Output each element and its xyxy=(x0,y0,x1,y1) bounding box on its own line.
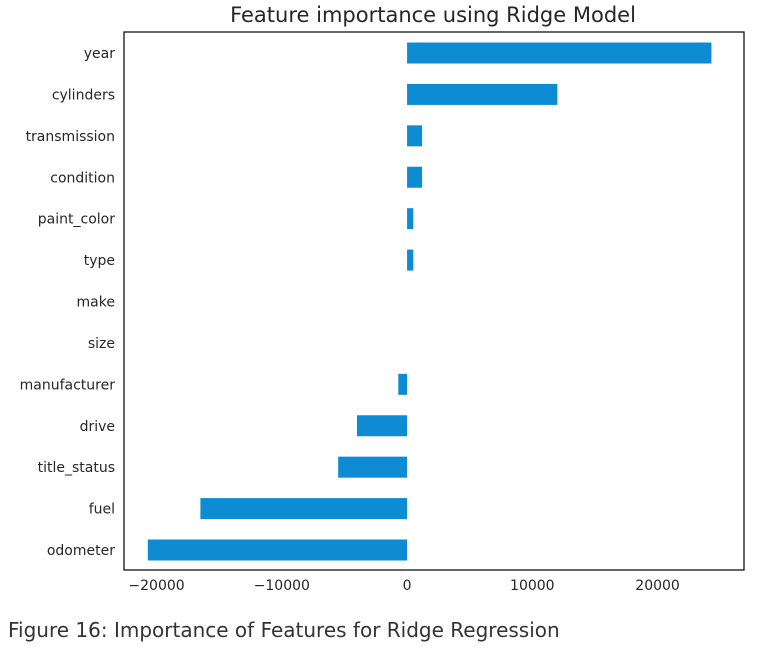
bar-drive xyxy=(356,415,408,437)
feature-importance-chart: Feature importance using Ridge Model yea… xyxy=(20,3,745,594)
bar-year xyxy=(407,42,712,64)
x-tick-label: −10000 xyxy=(254,578,310,594)
bar-odometer xyxy=(147,539,408,561)
bar-condition xyxy=(407,166,423,188)
bar-type xyxy=(407,249,414,271)
x-tick-label: 20000 xyxy=(635,578,680,594)
x-tick-label: 0 xyxy=(403,578,412,594)
bars-layer xyxy=(147,42,712,561)
y-tick-label: size xyxy=(88,336,115,352)
chart-svg: Feature importance using Ridge Model yea… xyxy=(20,3,745,594)
y-tick-label: drive xyxy=(80,419,115,435)
x-tick-labels: −20000 −10000 0 10000 20000 xyxy=(128,578,679,594)
bar-title-status xyxy=(338,456,408,478)
y-tick-label: type xyxy=(84,253,115,269)
y-tick-label: transmission xyxy=(26,129,115,145)
y-tick-label: manufacturer xyxy=(20,377,116,393)
bar-fuel xyxy=(200,498,408,520)
bar-paint-color xyxy=(407,208,414,230)
bar-transmission xyxy=(407,125,423,147)
chart-title: Feature importance using Ridge Model xyxy=(230,3,636,27)
x-tick-label: 10000 xyxy=(510,578,555,594)
y-tick-label: year xyxy=(84,46,115,62)
y-tick-label: fuel xyxy=(89,502,115,518)
bar-cylinders xyxy=(407,83,558,105)
x-tick-label: −20000 xyxy=(128,578,184,594)
y-tick-label: odometer xyxy=(47,543,115,559)
y-tick-label: condition xyxy=(50,170,115,186)
y-tick-label: paint_color xyxy=(38,212,115,228)
plot-frame xyxy=(123,31,745,571)
figure-caption: Figure 16: Importance of Features for Ri… xyxy=(8,618,560,642)
bar-manufacturer xyxy=(398,373,408,395)
y-tick-label: cylinders xyxy=(52,87,115,103)
y-tick-label: make xyxy=(77,295,115,311)
y-tick-labels: year cylinders transmission condition paint_… xyxy=(20,46,116,559)
y-tick-label: title_status xyxy=(38,460,115,476)
